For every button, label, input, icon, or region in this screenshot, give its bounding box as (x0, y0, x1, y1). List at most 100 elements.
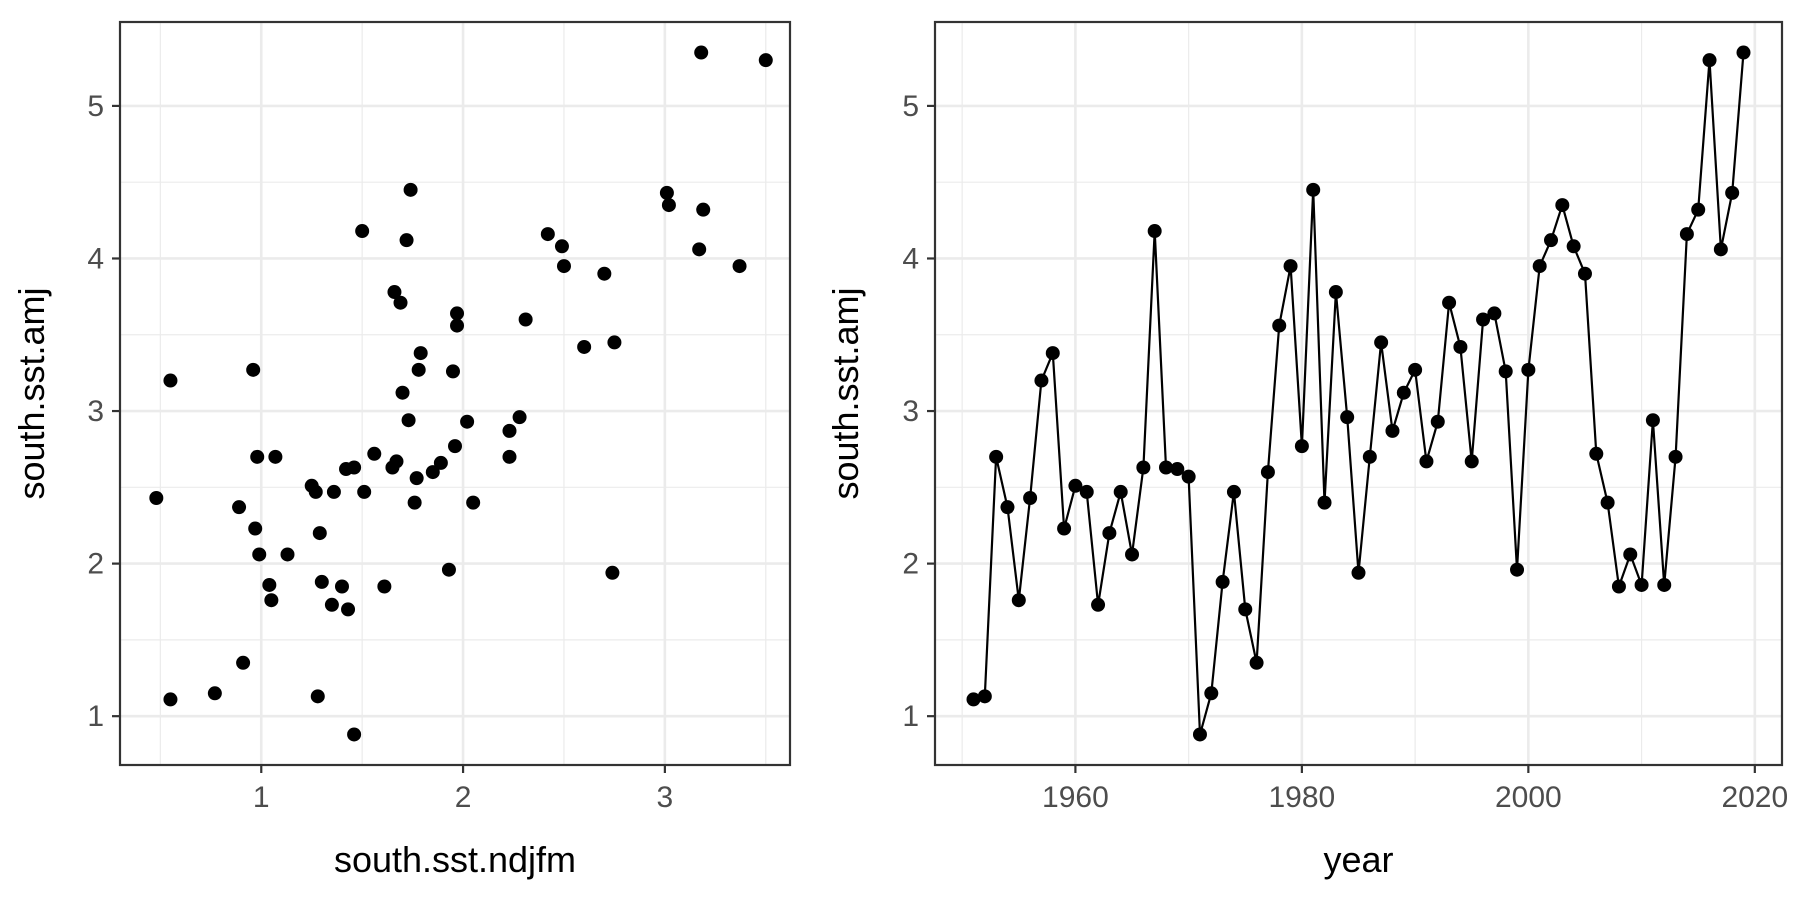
x-tick-label: 2000 (1495, 781, 1562, 814)
data-point (1204, 686, 1219, 701)
data-point (758, 53, 773, 68)
data-point (1147, 224, 1162, 239)
x-axis-title: year (1323, 839, 1393, 880)
x-axis-title: south.sst.ndjfm (334, 839, 576, 880)
data-point (403, 182, 418, 197)
data-point (1623, 547, 1638, 562)
data-point (1645, 413, 1660, 428)
scatter-panel: 1 2 3 1 2 3 4 5 south.sst.ndjfm south.sst.amj (11, 20, 792, 880)
data-point (395, 385, 410, 400)
data-point (1430, 414, 1445, 429)
data-point (1498, 364, 1513, 379)
data-point (409, 471, 424, 486)
data-point (314, 574, 329, 589)
panel-border (118, 20, 792, 767)
data-point (347, 727, 362, 742)
data-point (232, 500, 247, 515)
data-point (1408, 362, 1423, 377)
data-point (512, 410, 527, 425)
data-point (607, 335, 622, 350)
data-point (1125, 547, 1140, 562)
data-point (334, 579, 349, 594)
data-point (445, 364, 460, 379)
data-point (1611, 579, 1626, 594)
data-point (1249, 655, 1264, 670)
data-point (1045, 346, 1060, 361)
y-tick-label: 5 (87, 90, 104, 123)
data-point (1272, 318, 1287, 333)
data-point (1555, 198, 1570, 213)
y-axis-title: south.sst.amj (825, 287, 866, 499)
data-point (250, 449, 265, 464)
data-point (411, 362, 426, 377)
data-point (1510, 562, 1525, 577)
data-point (163, 692, 178, 707)
data-point (1113, 484, 1128, 499)
y-tick-label: 3 (902, 395, 919, 428)
data-point (1634, 577, 1649, 592)
data-point (207, 686, 222, 701)
data-point (1260, 465, 1275, 480)
data-point (1385, 423, 1400, 438)
data-point (1091, 597, 1106, 612)
data-point (466, 495, 481, 510)
data-point (732, 259, 747, 274)
data-point (264, 593, 279, 608)
data-point (540, 227, 555, 242)
data-point (1713, 242, 1728, 257)
data-point (1057, 521, 1072, 536)
data-point (1159, 460, 1173, 475)
data-point (425, 465, 440, 480)
data-point (1068, 478, 1083, 493)
y-axis-title: south.sst.amj (11, 287, 52, 499)
data-point (1442, 295, 1457, 310)
data-point (1215, 574, 1230, 589)
data-point (401, 413, 416, 428)
data-point (399, 233, 414, 248)
x-tick-label: 3 (657, 781, 674, 814)
data-point (450, 306, 465, 321)
y-tick-label: 3 (87, 395, 104, 428)
data-point (1736, 45, 1751, 60)
data-point (163, 373, 178, 388)
data-point (460, 414, 475, 429)
data-point (387, 285, 402, 300)
data-point (989, 449, 1004, 464)
data-point (413, 346, 428, 361)
data-point (1351, 565, 1366, 580)
data-point (262, 577, 277, 592)
data-point (1419, 454, 1434, 469)
data-point (1464, 454, 1479, 469)
y-tick-label: 5 (902, 90, 919, 123)
y-tick-label: 4 (87, 242, 104, 275)
data-point (966, 692, 981, 707)
panel-border (933, 20, 1784, 767)
data-point (1566, 239, 1581, 254)
data-point (389, 454, 404, 469)
data-point (554, 239, 569, 254)
data-point (1577, 266, 1592, 281)
data-point (377, 579, 392, 594)
data-point (324, 597, 339, 612)
data-point (1181, 469, 1196, 484)
data-point (252, 547, 267, 562)
data-point (312, 526, 327, 541)
x-tick-label: 1980 (1269, 781, 1336, 814)
data-point (1725, 185, 1740, 200)
data-point (326, 484, 341, 499)
data-point (577, 339, 592, 354)
data-point (1192, 727, 1207, 742)
data-point (659, 185, 674, 200)
data-point (502, 423, 517, 438)
data-point (502, 449, 517, 464)
y-tick-label: 1 (902, 700, 919, 733)
data-point (977, 689, 992, 704)
data-point (1034, 373, 1049, 388)
data-point (310, 689, 325, 704)
data-point (1226, 484, 1241, 499)
data-point (1317, 495, 1332, 510)
data-point (1544, 233, 1558, 248)
data-point (1657, 577, 1672, 592)
data-point (248, 521, 263, 536)
data-point (347, 460, 362, 475)
